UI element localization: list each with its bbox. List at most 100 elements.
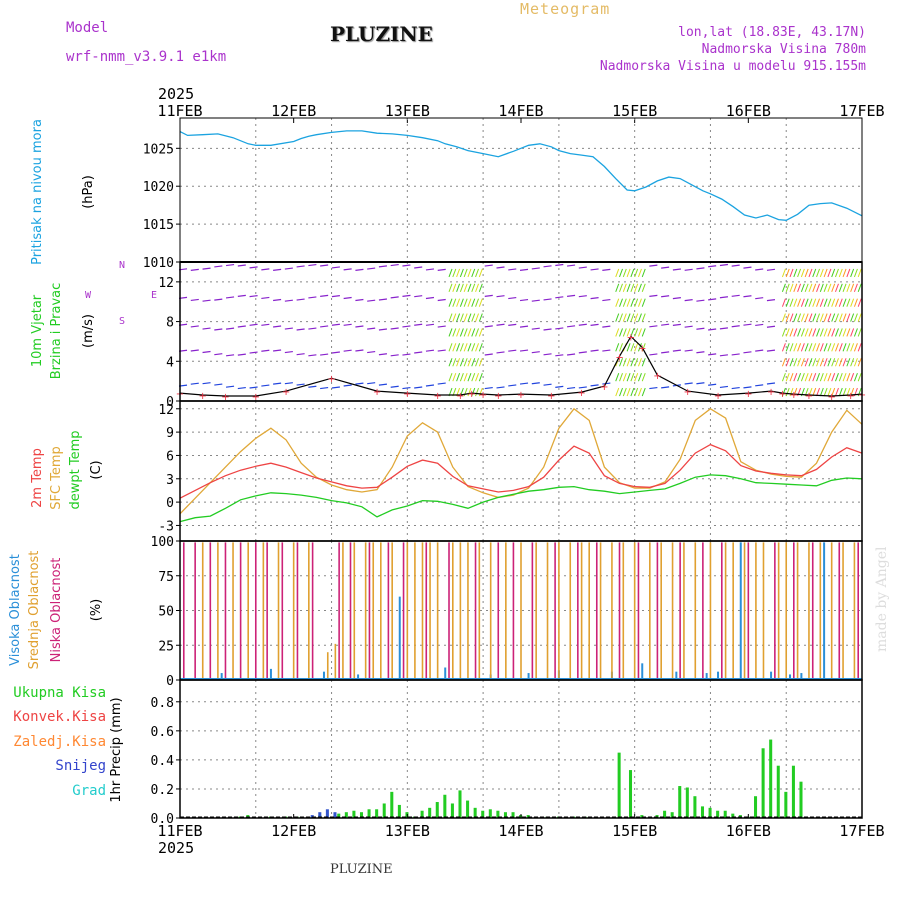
precip-ylabel: 1hr Precip (mm) <box>109 697 124 802</box>
wind-arrow <box>452 268 457 278</box>
wind-arrow <box>846 372 851 382</box>
wind-arrow <box>831 283 836 292</box>
wind-arrow <box>850 328 855 337</box>
wind-arrow <box>478 343 483 352</box>
wind-arrow <box>789 358 794 367</box>
wind-speed-marker: + <box>433 391 441 402</box>
wind-arrow <box>452 328 457 337</box>
wind-arrow <box>835 372 839 382</box>
precip-ytick-label: 0.4 <box>151 754 175 769</box>
wind-arrow <box>827 387 832 397</box>
wind-arrow <box>378 383 388 386</box>
wind-arrow <box>696 382 705 385</box>
wind-arrow <box>463 268 468 278</box>
wind-arrow <box>475 387 480 397</box>
wind-arrow <box>819 372 824 382</box>
precip-bar <box>337 813 341 818</box>
wind-arrow <box>437 349 446 352</box>
precip-bar <box>367 809 371 818</box>
temp-ylabel: (C) <box>89 460 104 479</box>
wind-arrow <box>452 313 457 322</box>
wind-arrow <box>448 283 453 292</box>
wind-arrow <box>842 358 847 367</box>
precip-bar <box>617 752 621 818</box>
wind-arrow <box>284 267 293 270</box>
wind-arrow <box>448 343 453 352</box>
credit-text: made by Angel <box>874 546 890 652</box>
wind-arrow <box>831 358 836 367</box>
wind-arrow <box>637 387 642 397</box>
wind-arrow <box>467 372 472 382</box>
wind-arrow <box>781 387 786 397</box>
wind-arrow <box>800 328 805 337</box>
wind-arrow <box>823 268 828 278</box>
wind-arrow <box>661 386 670 389</box>
wind-arrow <box>835 298 839 307</box>
wind-arrow <box>273 349 282 352</box>
wind-arrow <box>308 263 317 267</box>
wind-arrow <box>766 268 776 271</box>
wind-arrow <box>823 372 828 382</box>
wind-arrow <box>456 358 461 367</box>
wind-arrow <box>566 264 576 267</box>
precip-bar <box>716 810 720 818</box>
wind-arrow <box>812 313 817 322</box>
wind-arrow <box>731 325 740 328</box>
wind-arrow <box>637 268 642 278</box>
pressure-frame <box>179 117 863 263</box>
wind-arrow <box>634 283 639 292</box>
wind-arrow <box>853 328 858 337</box>
wind-arrow <box>214 265 223 268</box>
wind-arrow <box>622 328 627 337</box>
precip-bar <box>473 807 477 818</box>
wind-arrow <box>602 349 611 352</box>
wind-arrow <box>478 372 483 382</box>
wind-arrow <box>785 343 790 352</box>
wind-arrow <box>766 325 776 328</box>
wind-arrow <box>475 313 480 322</box>
wind-arrow <box>696 351 705 354</box>
wind-arrow <box>343 296 352 300</box>
wind-speed-marker: + <box>456 391 464 402</box>
wind-arrow <box>634 313 639 322</box>
wind-arrow <box>835 343 839 352</box>
wind-arrow <box>766 382 776 385</box>
wind-arrow <box>467 268 472 278</box>
cloud-ytick-label: 0 <box>166 674 174 689</box>
wind-arrow <box>800 298 805 307</box>
wind-arrow <box>816 358 821 367</box>
wind-arrow <box>793 313 798 322</box>
wind-arrow <box>619 358 623 367</box>
wind-arrow <box>853 313 858 322</box>
wind-speed-marker: + <box>767 387 775 398</box>
wind-arrow <box>615 387 620 397</box>
cloud-ytick-label: 25 <box>158 639 174 654</box>
wind-arrow <box>857 268 862 278</box>
wind-arrow <box>390 327 399 330</box>
wind-arrow <box>823 298 828 307</box>
wind-arrow <box>615 268 620 278</box>
wind-arrow <box>478 358 483 367</box>
wind-arrow <box>719 263 729 267</box>
wind-arrow <box>437 298 446 302</box>
precip-bar <box>628 770 633 818</box>
wind-arrow <box>630 358 635 367</box>
wind-arrow <box>641 313 646 322</box>
wind-arrow <box>190 382 199 385</box>
wind-arrow <box>634 372 639 382</box>
bottom-date-label: 17FEB <box>839 822 884 840</box>
wind-arrow <box>484 264 493 267</box>
wind-speed-marker: + <box>479 390 487 401</box>
wind-arrow <box>719 354 729 357</box>
lonlat-text: lon,lat (18.83E, 43.17N) <box>678 25 866 40</box>
precip-bar <box>511 812 515 818</box>
wind-ytick-label: 8 <box>166 316 174 331</box>
wind-arrow <box>846 328 851 337</box>
wind-arrow <box>827 298 832 307</box>
wind-arrow <box>543 265 552 268</box>
wind-arrow <box>320 386 329 390</box>
wind-arrow <box>684 382 693 385</box>
wind-arrow <box>804 328 809 337</box>
wind-arrow <box>448 298 453 307</box>
